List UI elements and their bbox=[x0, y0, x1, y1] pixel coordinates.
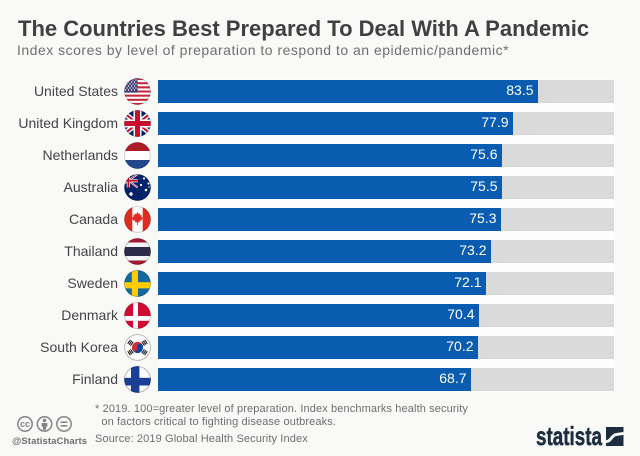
svg-text:cc: cc bbox=[20, 419, 30, 429]
svg-text:statista: statista bbox=[536, 424, 602, 448]
